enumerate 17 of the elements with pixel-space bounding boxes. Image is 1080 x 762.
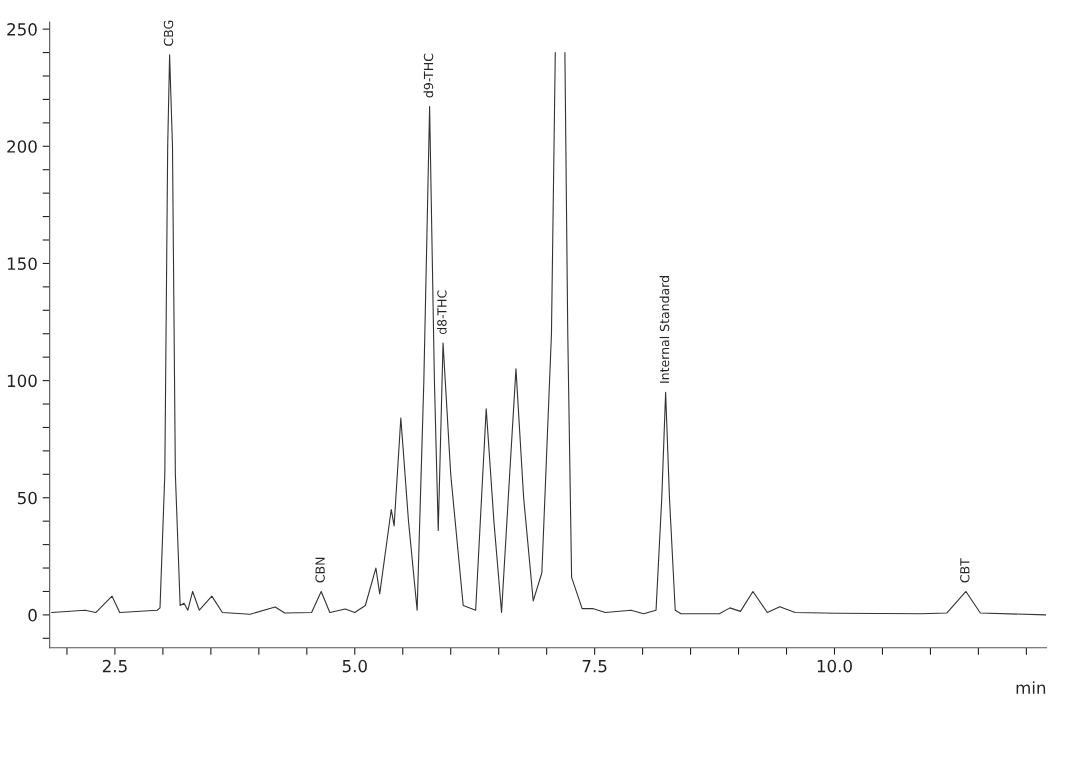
x-tick-label: 10.0: [817, 659, 852, 673]
y-tick-label: 0: [28, 608, 37, 622]
y-tick-label: 150: [7, 257, 37, 270]
x-tick-label: 5.0: [342, 659, 367, 673]
x-tick-label: 7.5: [582, 660, 607, 673]
annotation: Internal Standard: [659, 276, 670, 383]
x-tick-label: 2.5: [102, 659, 127, 673]
y-tick-label: 250: [7, 23, 37, 36]
annotation: d9-THC: [423, 53, 434, 98]
annotation: d8-THC: [436, 290, 447, 335]
y-tick-label: 100: [7, 374, 37, 388]
y-tick-label: 200: [7, 140, 37, 153]
x-axis-title: min: [1016, 681, 1046, 694]
y-tick-label: 50: [17, 491, 37, 505]
annotation: CBG: [163, 20, 174, 46]
annotation: CBT: [960, 558, 970, 583]
annotation: CBN: [315, 557, 325, 583]
